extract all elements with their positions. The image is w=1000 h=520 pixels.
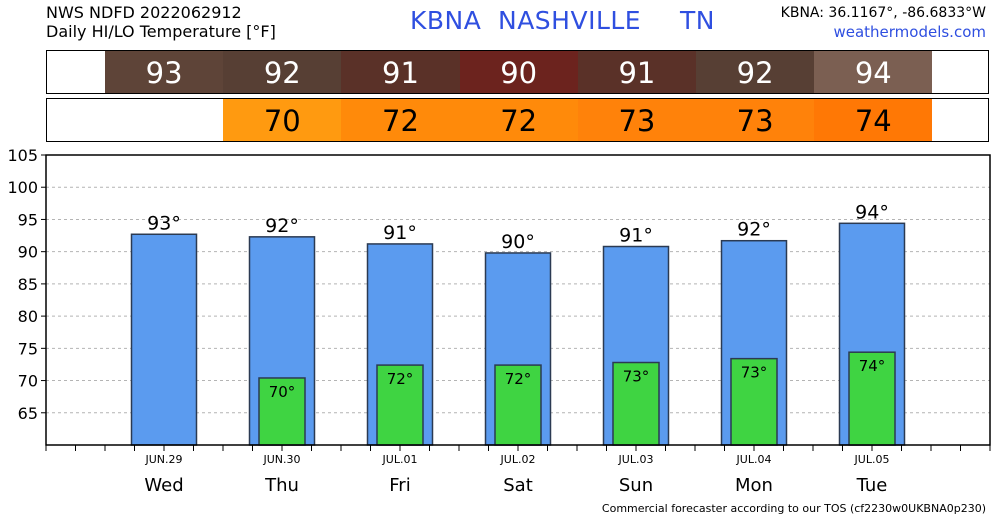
x-date-label: JUL.05	[854, 453, 890, 466]
low-temp-bar	[730, 357, 778, 446]
high-temp-cell-2: 91	[341, 51, 460, 93]
high-temp-label: 91°	[619, 225, 653, 247]
header-left: NWS NDFD 2022062912 Daily HI/LO Temperat…	[46, 3, 276, 41]
x-day-label: Sat	[503, 475, 533, 496]
y-tick-label: 85	[18, 275, 38, 294]
high-temp-label: 92°	[265, 215, 299, 237]
x-date-label: JUL.02	[500, 453, 536, 466]
x-day-label: Fri	[389, 475, 410, 496]
y-tick-label: 95	[18, 210, 38, 229]
x-date-label: JUN.30	[262, 453, 300, 466]
low-temp-cell-3: 72	[459, 99, 578, 141]
low-temp-cell-6: 74	[814, 99, 933, 141]
high-temp-cell-1: 92	[223, 51, 342, 93]
high-temp-cell-0: 93	[105, 51, 224, 93]
y-tick-label: 80	[18, 307, 38, 326]
low-temp-cell-4: 73	[577, 99, 696, 141]
station-code: KBNA	[410, 6, 482, 35]
header-right: KBNA: 36.1167°, -86.6833°W weathermodels…	[781, 4, 986, 42]
high-temp-label: 94°	[855, 201, 889, 223]
low-temp-label: 70°	[269, 383, 296, 401]
x-date-label: JUL.01	[382, 453, 418, 466]
high-temp-cell-3: 90	[459, 51, 578, 93]
x-day-label: Sun	[619, 475, 653, 496]
y-tick-label: 65	[18, 404, 38, 423]
low-temp-label: 73°	[741, 364, 768, 382]
station-title: KBNA NASHVILLE TN	[0, 6, 1000, 36]
low-temp-cell-1: 70	[223, 99, 342, 141]
footer-note: Commercial forecaster according to our T…	[601, 502, 986, 515]
station-city: NASHVILLE	[498, 6, 642, 35]
x-day-label: Wed	[144, 475, 183, 496]
x-day-label: Thu	[264, 475, 299, 496]
high-temp-label: 92°	[737, 219, 771, 241]
low-temp-bar	[494, 364, 542, 446]
high-temp-strip: 93 92 91 90 91 92 94	[46, 50, 989, 94]
y-tick-label: 105	[7, 146, 38, 165]
high-temp-label: 93°	[147, 212, 181, 234]
low-temp-label: 72°	[387, 370, 414, 388]
station-coords: KBNA: 36.1167°, -86.6833°W	[780, 5, 986, 21]
y-tick-label: 70	[18, 372, 38, 391]
y-tick-label: 75	[18, 339, 38, 358]
station-state: TN	[680, 6, 715, 35]
high-temp-bar	[130, 233, 198, 446]
x-day-label: Mon	[735, 475, 773, 496]
low-temp-strip: 70 72 72 73 73 74	[46, 98, 989, 142]
high-temp-label: 91°	[383, 222, 417, 244]
low-temp-label: 72°	[505, 370, 532, 388]
y-tick-label: 100	[7, 178, 38, 197]
high-temp-label: 90°	[501, 231, 535, 253]
x-date-label: JUN.29	[144, 453, 182, 466]
low-temp-label: 74°	[859, 357, 886, 375]
high-temp-cell-4: 91	[577, 51, 696, 93]
low-temp-cell-5: 73	[696, 99, 815, 141]
high-temp-cell-5: 92	[696, 51, 815, 93]
header-variable: Daily HI/LO Temperature [°F]	[46, 22, 276, 41]
low-temp-bar	[258, 377, 306, 446]
low-temp-cell-0	[105, 99, 224, 141]
low-temp-bar	[848, 351, 896, 446]
site-link[interactable]: weathermodels.com	[833, 23, 986, 41]
low-temp-label: 73°	[623, 368, 650, 386]
x-day-label: Tue	[856, 475, 888, 496]
x-date-label: JUL.03	[618, 453, 654, 466]
low-temp-cell-2: 72	[341, 99, 460, 141]
low-temp-bar	[612, 361, 660, 446]
header-product: NWS NDFD 2022062912	[46, 3, 242, 22]
y-tick-label: 90	[18, 243, 38, 262]
high-temp-cell-6: 94	[814, 51, 933, 93]
x-date-label: JUL.04	[736, 453, 772, 466]
